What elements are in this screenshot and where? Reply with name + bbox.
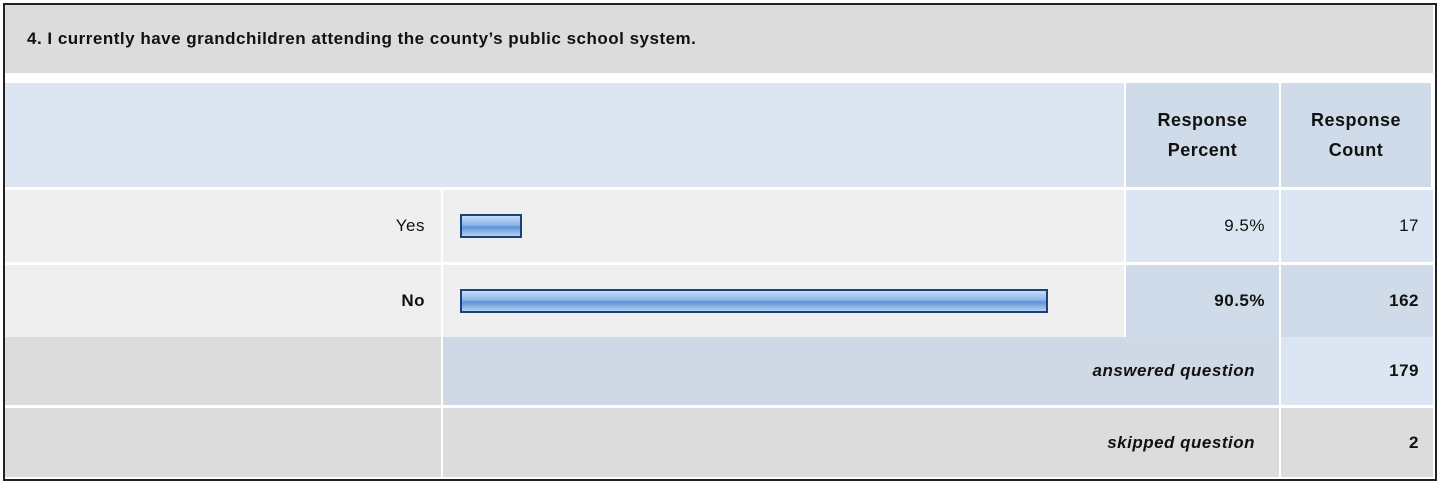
percent: 90.5% <box>1126 265 1279 337</box>
column-header: Response Count <box>1281 83 1431 187</box>
header-blank <box>5 83 1124 187</box>
summary-label: skipped question <box>443 408 1279 477</box>
summary-blank <box>5 408 441 477</box>
summary-blank <box>5 337 441 405</box>
bar <box>460 289 1049 313</box>
row-label: Yes <box>5 190 441 262</box>
count: 17 <box>1281 190 1433 262</box>
bar <box>460 214 522 238</box>
percent: 9.5% <box>1126 190 1279 262</box>
frame <box>3 3 1437 481</box>
row-label: No <box>5 265 441 337</box>
title: 4. I currently have grandchildren attend… <box>5 5 1433 73</box>
count: 162 <box>1281 265 1433 337</box>
column-header: Response Percent <box>1126 83 1279 187</box>
summary-count: 179 <box>1281 337 1433 405</box>
bar-cell <box>443 190 1124 262</box>
summary-label: answered question <box>443 337 1279 405</box>
summary-count: 2 <box>1281 408 1433 477</box>
